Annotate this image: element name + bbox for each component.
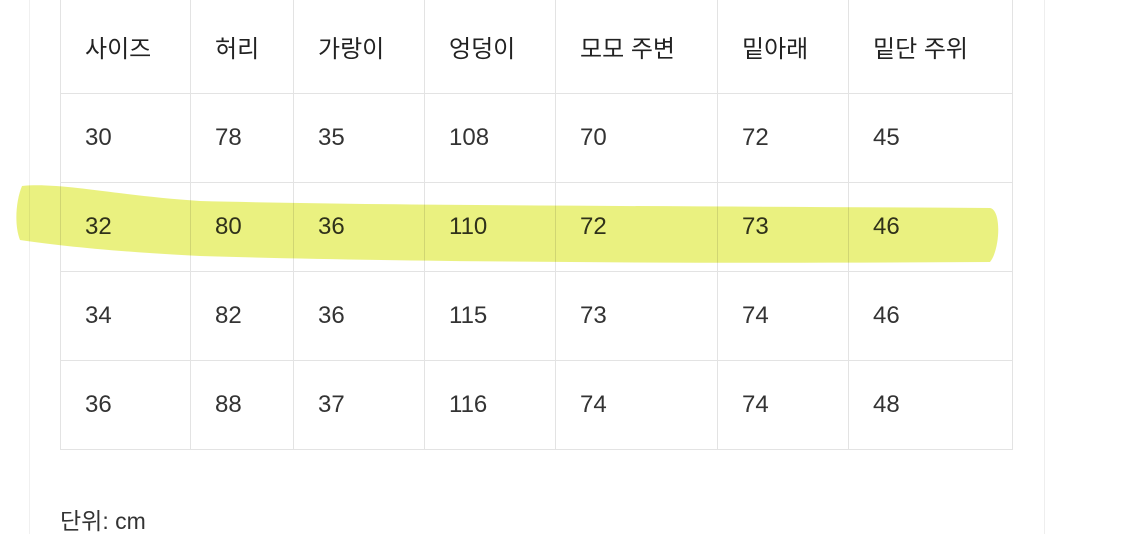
- table-cell: 82: [190, 271, 294, 361]
- column-header: 모모 주변: [555, 0, 718, 94]
- column-header: 밑단 주위: [848, 0, 1013, 94]
- table-cell: 36: [293, 271, 425, 361]
- column-header: 밑아래: [717, 0, 849, 94]
- table-cell: 37: [293, 360, 425, 450]
- size-table: 사이즈 허리 가랑이 엉덩이 모모 주변 밑아래 밑단 주위 30 78 35 108 70 72 45…: [60, 0, 1013, 450]
- table-row: 36 88 37 116 74 74 48: [60, 360, 1013, 450]
- table-cell: 34: [60, 271, 191, 361]
- table-cell: 74: [717, 360, 849, 450]
- table-cell: 72: [717, 93, 849, 183]
- table-row: 32 80 36 110 72 73 46: [60, 182, 1013, 272]
- table-cell: 115: [424, 271, 556, 361]
- table-cell: 46: [848, 182, 1013, 272]
- column-header: 가랑이: [293, 0, 425, 94]
- column-header: 허리: [190, 0, 294, 94]
- table-cell: 45: [848, 93, 1013, 183]
- table-cell: 48: [848, 360, 1013, 450]
- table-cell: 73: [555, 271, 718, 361]
- column-header: 사이즈: [60, 0, 191, 94]
- table-cell: 80: [190, 182, 294, 272]
- table-cell: 108: [424, 93, 556, 183]
- table-cell: 70: [555, 93, 718, 183]
- table-row: 34 82 36 115 73 74 46: [60, 271, 1013, 361]
- table-cell: 35: [293, 93, 425, 183]
- table-cell: 116: [424, 360, 556, 450]
- container-left-edge: [29, 0, 30, 534]
- table-cell: 36: [293, 182, 425, 272]
- container-right-edge: [1044, 0, 1045, 534]
- table-cell: 46: [848, 271, 1013, 361]
- table-cell: 78: [190, 93, 294, 183]
- table-cell: 110: [424, 182, 556, 272]
- table-cell: 73: [717, 182, 849, 272]
- column-header: 엉덩이: [424, 0, 556, 94]
- table-cell: 72: [555, 182, 718, 272]
- table-body: 30 78 35 108 70 72 45 32 80 36 110 72 73 46 34 82 36 115 7…: [60, 93, 1013, 450]
- table-cell: 74: [555, 360, 718, 450]
- table-cell: 32: [60, 182, 191, 272]
- table-cell: 36: [60, 360, 191, 450]
- table-cell: 88: [190, 360, 294, 450]
- unit-note: 단위: cm: [60, 508, 146, 534]
- table-cell: 30: [60, 93, 191, 183]
- table-cell: 74: [717, 271, 849, 361]
- table-header-row: 사이즈 허리 가랑이 엉덩이 모모 주변 밑아래 밑단 주위: [60, 0, 1013, 94]
- table-row: 30 78 35 108 70 72 45: [60, 93, 1013, 183]
